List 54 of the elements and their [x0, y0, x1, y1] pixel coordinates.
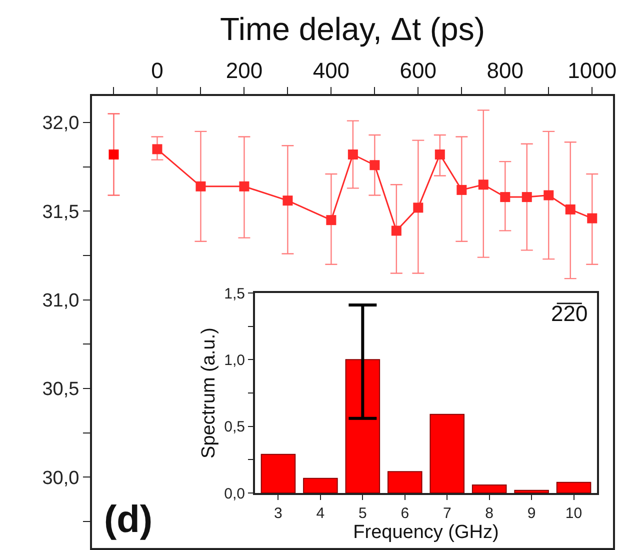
point	[196, 181, 206, 192]
x-axis-title: Time delay, Δt (ps)	[220, 11, 485, 47]
point	[456, 184, 467, 195]
x-tick-label: 10	[565, 505, 582, 522]
point	[500, 192, 510, 202]
x-tick-label: 5	[358, 505, 367, 522]
bar	[514, 490, 549, 493]
point	[370, 160, 380, 170]
y-axis-title: Spectrum (a.u.)	[198, 328, 220, 458]
x-tick-label: 0	[151, 58, 164, 84]
x-tick-label: 7	[442, 505, 452, 522]
y-tick-label: 0,0	[224, 485, 245, 502]
x-tick-label: 8	[485, 505, 494, 522]
bar	[388, 471, 422, 493]
y-tick-label: 30,5	[42, 379, 80, 400]
point	[522, 192, 532, 202]
x-tick-label: 400	[312, 58, 350, 84]
x-tick-label: 600	[400, 58, 437, 84]
bar	[472, 484, 507, 493]
point	[108, 149, 119, 160]
y-tick-label: 32,0	[42, 113, 80, 134]
y-tick-label: 31,5	[42, 202, 80, 223]
x-tick-label: 9	[527, 505, 536, 522]
x-axis-title: Frequency (GHz)	[353, 522, 499, 543]
x-tick-label: 6	[400, 505, 410, 522]
bar	[556, 482, 592, 493]
point	[413, 202, 424, 213]
x-tick-label: 200	[226, 58, 263, 84]
point	[587, 213, 598, 224]
x-tick-label: 800	[486, 58, 524, 84]
point	[434, 149, 445, 160]
point	[348, 149, 358, 160]
annotation: 2̅2̅0	[551, 301, 588, 326]
point	[391, 226, 402, 236]
y-tick-label: 1,5	[224, 285, 245, 302]
y-tick-label: 30,0	[42, 468, 80, 489]
bar	[430, 414, 464, 493]
y-tick-label: 31,0	[42, 290, 80, 312]
bar	[260, 454, 296, 493]
x-tick-label: 4	[316, 505, 325, 522]
point	[239, 181, 250, 192]
bar	[345, 359, 380, 493]
x-tick-label: 1000	[568, 58, 617, 84]
x-tick-label: 3	[274, 505, 282, 522]
y-tick-label: 0,5	[224, 418, 245, 436]
point	[282, 196, 293, 206]
point	[326, 215, 336, 226]
bar	[303, 478, 338, 493]
point	[478, 180, 488, 190]
point	[152, 144, 162, 154]
point	[544, 190, 554, 200]
point	[565, 204, 576, 214]
annotation: (d)	[104, 499, 153, 541]
y-tick-label: 1,0	[224, 352, 245, 369]
